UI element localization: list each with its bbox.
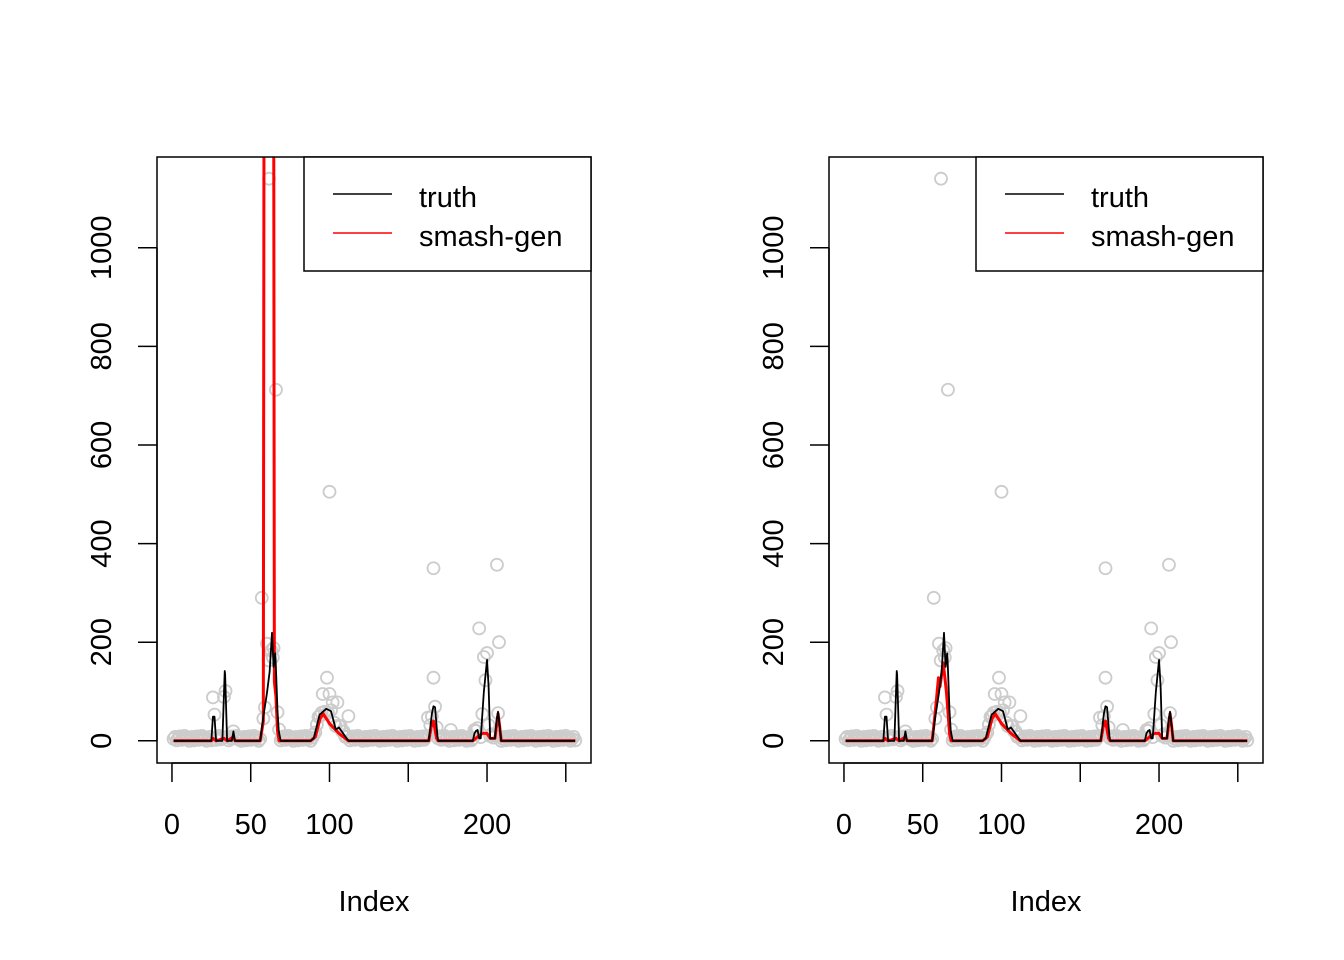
data-point-outlier: [1013, 709, 1028, 724]
data-point-outlier: [1162, 557, 1176, 572]
left-panel: 0 50 100 200 0 200 400 600 800 1000 Index truth s…: [86, 156, 592, 918]
data-point-outlier: [1148, 650, 1163, 664]
right-y-tick-label: 400: [758, 519, 790, 567]
left-y-tick-label: 0: [86, 733, 118, 749]
data-point: [1158, 730, 1173, 745]
data-point-outlier: [994, 484, 1009, 499]
data-point-outlier: [269, 382, 283, 397]
data-point-outlier: [1152, 646, 1166, 660]
data-point-outlier: [987, 687, 1002, 701]
left-y-tick-label: 600: [86, 421, 118, 469]
left-x-tick-label: 0: [164, 809, 180, 841]
left-axes: 0 50 100 200 0 200 400 600 800 1000: [86, 215, 567, 841]
right-y-tick-label: 200: [758, 618, 790, 666]
data-point-outlier: [997, 695, 1012, 710]
truth-line: [845, 631, 1248, 742]
right-y-tick-label: 1000: [758, 215, 790, 280]
left-x-tick-label: 50: [235, 809, 267, 841]
left-legend-box: [303, 156, 592, 272]
right-legend-box: [975, 156, 1264, 272]
data-point-outlier: [426, 670, 441, 685]
right-x-tick-label: 50: [907, 809, 939, 841]
truth-line: [173, 631, 576, 742]
data-point-outlier: [480, 646, 494, 660]
right-panel: 0 50 100 200 0 200 400 600 800 1000 Index truth s…: [758, 156, 1264, 918]
data-point-outlier: [443, 723, 458, 737]
data-point-outlier: [1098, 561, 1113, 576]
right-axes: 0 50 100 200 0 200 400 600 800 1000: [758, 215, 1239, 841]
right-y-tick-label: 0: [758, 733, 790, 749]
smash-gen-line: [172, 157, 577, 743]
data-point-outlier: [878, 690, 892, 705]
data-point-outlier: [322, 484, 337, 499]
right-y-tick-label: 800: [758, 322, 790, 370]
data-point-outlier: [1164, 635, 1178, 650]
right-plot-marks: [838, 171, 1255, 748]
left-plot-area: [166, 157, 583, 748]
left-y-tick-label: 200: [86, 618, 118, 666]
left-y-tick-label: 1000: [86, 215, 118, 280]
left-x-tick-label: 100: [305, 809, 353, 841]
right-plot-area: [838, 171, 1255, 748]
data-point-outlier: [315, 687, 330, 701]
data-point-outlier: [206, 690, 220, 705]
data-point-outlier: [1098, 670, 1113, 685]
data-point-outlier: [1144, 621, 1159, 636]
data-point-outlier: [320, 670, 334, 685]
data-point-outlier: [934, 171, 948, 186]
right-x-tick-label: 0: [836, 809, 852, 841]
left-plot-marks: [166, 157, 583, 748]
data-point-outlier: [426, 561, 441, 576]
data-point-outlier: [481, 718, 496, 732]
data-point-outlier: [1115, 723, 1130, 737]
data-point-outlier: [492, 635, 506, 650]
data-point-outlier: [325, 695, 340, 710]
data-point-outlier: [490, 557, 504, 572]
right-legend: truth smash-gen: [975, 156, 1264, 272]
left-legend: truth smash-gen: [303, 156, 592, 272]
right-x-tick-label: 200: [1135, 809, 1183, 841]
right-y-tick-label: 600: [758, 421, 790, 469]
right-legend-truth-label: truth: [1091, 182, 1149, 214]
data-point-outlier: [330, 695, 345, 710]
right-x-axis-title: Index: [1011, 886, 1082, 918]
left-legend-truth-label: truth: [419, 182, 477, 214]
data-point-outlier: [926, 590, 941, 605]
left-x-axis-title: Index: [339, 886, 410, 918]
right-x-tick-label: 100: [977, 809, 1025, 841]
left-y-tick-label: 400: [86, 519, 118, 567]
data-point-outlier: [994, 687, 1009, 701]
data-point-outlier: [421, 710, 435, 725]
data-point: [486, 730, 501, 745]
data-point-outlier: [476, 650, 491, 664]
data-point-outlier: [1002, 695, 1017, 710]
left-x-tick-label: 200: [463, 809, 511, 841]
data-point-outlier: [941, 382, 955, 397]
left-y-tick-label: 800: [86, 322, 118, 370]
data-point-outlier: [992, 670, 1006, 685]
right-legend-smash-label: smash-gen: [1091, 221, 1234, 253]
data-point-outlier: [254, 590, 269, 605]
data-point-outlier: [322, 687, 337, 701]
data-point-outlier: [341, 709, 356, 724]
data-point-outlier: [1153, 718, 1168, 732]
data-point-outlier: [1093, 710, 1107, 725]
left-legend-smash-label: smash-gen: [419, 221, 562, 253]
data-point-outlier: [472, 621, 487, 636]
